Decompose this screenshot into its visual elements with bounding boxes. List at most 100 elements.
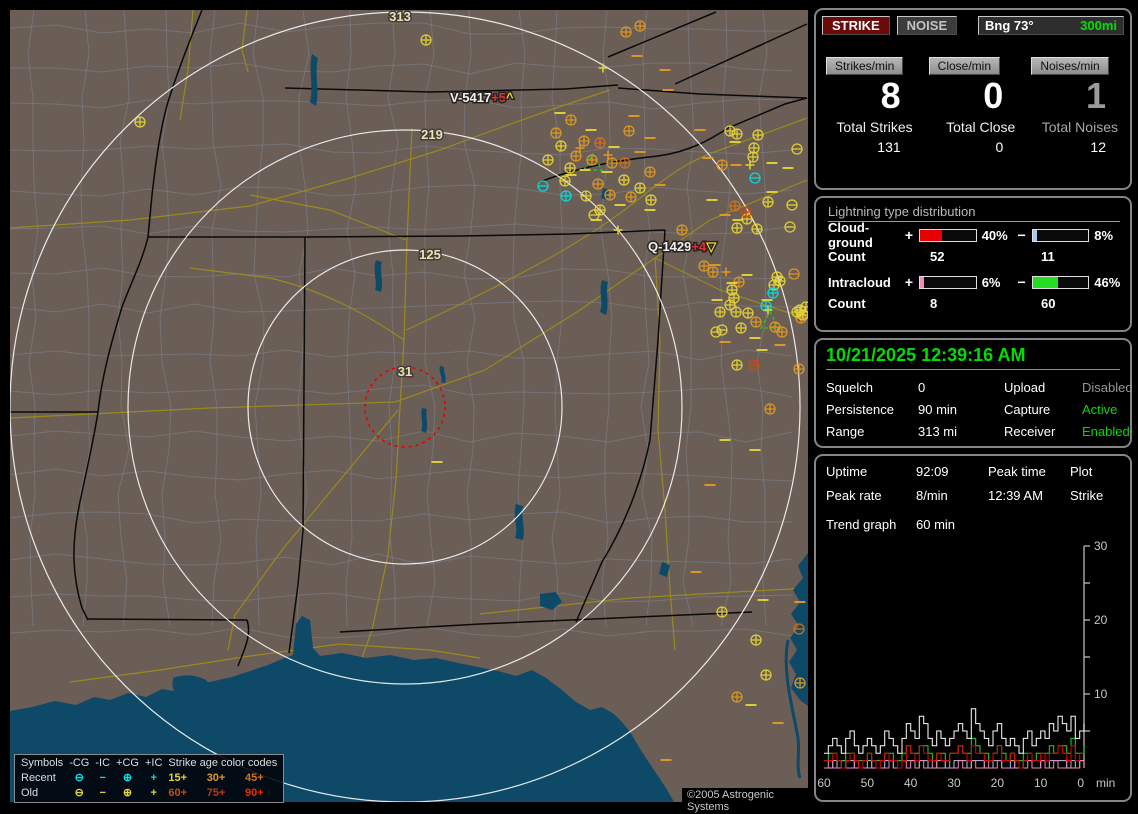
ic-count-label: Count	[828, 296, 866, 311]
strike-symbol-p	[745, 160, 755, 170]
strikes-per-min-button[interactable]: Strikes/min	[826, 57, 904, 75]
strike-symbol-cp	[800, 301, 808, 313]
ic-minus-percent: 46%	[1094, 274, 1121, 290]
trend-graph-label: Trend graph	[826, 517, 897, 532]
legend-header: Symbols	[21, 757, 64, 769]
copyright-text: ©2005 Astrogenic Systems	[682, 788, 808, 814]
strike-symbols-layer	[134, 20, 808, 761]
age-code-label: 30+	[206, 772, 226, 784]
strike-symbol-cp	[769, 321, 781, 333]
strike-symbol-cp	[731, 222, 743, 234]
strike-symbol-cp	[619, 157, 631, 169]
total-strikes-label: Total Strikes	[836, 119, 913, 135]
strike-symbol-cp	[730, 306, 742, 318]
datetime-display: 10/21/2025 12:39:16 AM	[826, 345, 1120, 370]
strike-symbol-cp	[716, 606, 728, 618]
lightning-map[interactable]: 31 125 219 313 V-5417+5^ Q-1429+4▽ Symbols -C…	[10, 10, 808, 814]
range-ring-label: 125	[419, 247, 441, 262]
strike-symbol-cp	[767, 287, 779, 299]
x-tick-label: 30	[947, 776, 961, 790]
plus-sign: +	[904, 274, 914, 290]
strike-symbol-cp	[707, 266, 719, 278]
noise-button[interactable]: NOISE	[896, 16, 958, 35]
map-canvas[interactable]: 31 125 219 313 V-5417+5^ Q-1429+4▽	[10, 10, 808, 802]
strike-symbol-cp	[764, 403, 776, 415]
strike-symbol-cp	[760, 669, 772, 681]
x-tick-label: 0	[1077, 776, 1084, 790]
age-code-label: 45+	[244, 772, 264, 784]
age-code-label: 60+	[168, 787, 188, 799]
x-tick-label: 40	[904, 776, 918, 790]
ic-minus-count: 60	[1041, 296, 1056, 311]
strike-symbol-cp	[560, 190, 572, 202]
total-strikes-value: 131	[877, 139, 901, 155]
age-code-label: 75+	[206, 787, 226, 799]
clock-panel: 10/21/2025 12:39:16 AM Squelch 0 Upload …	[814, 338, 1133, 448]
trend-series-Strike total	[824, 708, 1085, 754]
range-ring-label: 313	[389, 10, 411, 24]
range-value: 300mi	[1080, 18, 1117, 33]
uptime-value: 92:09	[916, 464, 949, 479]
ic-plus-percent: 6%	[981, 274, 1001, 290]
strike-symbol-cp	[644, 166, 656, 178]
squelch-value: 0	[918, 380, 926, 395]
range-ring-label: 31	[398, 364, 412, 379]
uptime-label: Uptime	[826, 464, 868, 479]
strike-symbol-p	[613, 225, 623, 235]
capture-label: Capture	[1004, 402, 1051, 417]
strike-symbol-cp	[729, 200, 741, 212]
strike-symbol-cp	[748, 142, 760, 154]
strike-symbol-cp	[592, 178, 604, 190]
status-trend-panel: Uptime 92:09 Peak time Plot Peak rate 8/…	[814, 454, 1132, 802]
strikes-per-min-value: 8	[880, 75, 901, 116]
y-tick-label: 30	[1094, 539, 1108, 553]
strike-symbol-cp	[742, 307, 754, 319]
map-legend: Symbols -CG -IC +CG +IC Strike age color code…	[14, 754, 285, 803]
strike-symbol-p	[598, 63, 608, 73]
close-per-min-button[interactable]: Close/min	[928, 57, 1001, 75]
ic-plus-count: 8	[930, 296, 938, 311]
total-close-label: Total Close	[946, 119, 1016, 135]
ic-minus-bar	[1031, 275, 1090, 289]
age-codes-title: Strike age color codes	[168, 757, 278, 769]
noises-per-min-value: 1	[1085, 75, 1106, 116]
upload-status: Disabled	[1082, 380, 1133, 395]
strike-symbol-cp	[645, 194, 657, 206]
strike-symbol-cp	[750, 634, 762, 646]
ic-plus-bar	[919, 275, 977, 289]
strike-symbol-cp	[716, 159, 728, 171]
x-tick-label: 10	[1034, 776, 1048, 790]
legend-symbol-icon: ⊕	[122, 787, 133, 799]
total-noises-value: 12	[1090, 139, 1106, 155]
distribution-title: Lightning type distribution	[828, 204, 1120, 222]
strike-symbol-cp	[698, 260, 710, 272]
minus-sign: −	[1017, 274, 1026, 290]
strike-symbol-cp	[634, 20, 646, 32]
peak-rate-label: Peak rate	[826, 488, 882, 503]
y-tick-label: 10	[1094, 687, 1108, 701]
cg-minus-count: 11	[1041, 249, 1055, 264]
strike-symbol-cp	[604, 189, 616, 201]
plus-sign: +	[904, 227, 914, 243]
strike-symbol-cp	[762, 196, 774, 208]
strike-symbol-cp	[676, 224, 688, 236]
strike-symbol-cm	[784, 221, 796, 233]
noises-per-min-button[interactable]: Noises/min	[1031, 57, 1109, 75]
legend-symbol-icon: −	[99, 772, 106, 784]
strike-symbol-cp	[542, 154, 554, 166]
legend-symbol-icon: ⊕	[122, 772, 133, 784]
trend-series-+CG	[824, 745, 1084, 769]
upload-label: Upload	[1004, 380, 1046, 395]
bearing-display[interactable]: Bng 73° 300mi	[978, 16, 1124, 35]
strike-button[interactable]: STRIKE	[822, 16, 890, 35]
age-code-label: 15+	[168, 772, 188, 784]
strike-symbol-cp	[618, 174, 630, 186]
strike-symbol-cp	[793, 363, 805, 375]
legend-symbol-icon: +	[150, 787, 157, 799]
close-per-min-value: 0	[983, 75, 1004, 116]
strike-symbol-cp	[580, 190, 592, 202]
strike-symbol-cm	[788, 268, 800, 280]
persistence-value: 90 min	[918, 402, 958, 417]
trend-graph-value: 60 min	[916, 517, 956, 532]
strike-symbol-cp	[555, 140, 567, 152]
